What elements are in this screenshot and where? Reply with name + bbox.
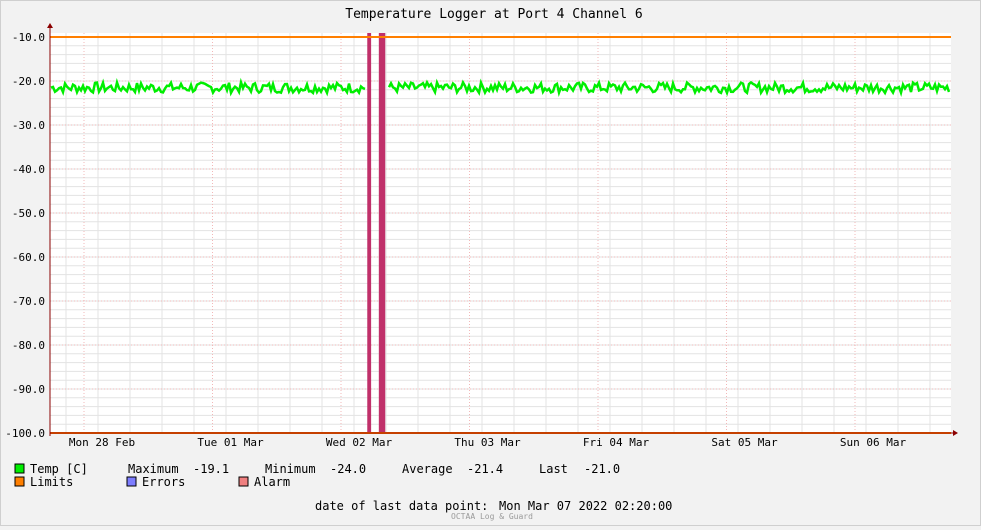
x-tick-label: Sun 06 Mar [840, 436, 907, 449]
x-axis-arrow [953, 430, 958, 436]
y-tick-label: -10.0 [12, 31, 45, 44]
y-tick-label: -90.0 [12, 383, 45, 396]
y-tick-label: -100.0 [5, 427, 45, 440]
y-tick-label: -80.0 [12, 339, 45, 352]
legend-errors-swatch [126, 476, 137, 487]
y-axis-arrow [47, 23, 53, 28]
stat-max-value: -19.1 [193, 462, 229, 476]
stat-min-value: -24.0 [330, 462, 366, 476]
alarm-band [378, 33, 386, 433]
last-data-point-label: date of last data point: [315, 499, 488, 513]
x-tick-label: Sat 05 Mar [711, 436, 778, 449]
x-tick-label: Mon 28 Feb [69, 436, 135, 449]
x-tick-label: Thu 03 Mar [454, 436, 521, 449]
legend-errors-label: Errors [142, 475, 185, 489]
y-tick-label: -30.0 [12, 119, 45, 132]
y-tick-label: -40.0 [12, 163, 45, 176]
legend-limits-swatch [14, 476, 25, 487]
stat-min-label: Minimum [265, 462, 316, 476]
temp-line [387, 78, 951, 98]
stat-avg-label: Average [402, 462, 453, 476]
legend-limits-label: Limits [30, 475, 73, 489]
x-tick-labels: Mon 28 Feb Tue 01 Mar Wed 02 Mar Thu 03 Mar… [69, 436, 907, 449]
legend-temp-swatch [14, 463, 25, 474]
x-tick-label: Fri 04 Mar [583, 436, 650, 449]
alarm-band [367, 33, 372, 433]
x-tick-label: Wed 02 Mar [326, 436, 393, 449]
temp-line [50, 77, 366, 97]
plot-area [50, 33, 951, 433]
alarm-bands [367, 33, 386, 433]
y-tick-labels: -10.0 -20.0 -30.0 -40.0 -50.0 -60.0 -70.0 -80.0… [5, 31, 45, 440]
legend-alarm-swatch [238, 476, 249, 487]
y-tick-label: -60.0 [12, 251, 45, 264]
temp-series [50, 77, 951, 98]
credit-text: OCTAA Log & Guard [451, 512, 533, 521]
legend-temp-label: Temp [C] [30, 462, 88, 476]
stat-avg-value: -21.4 [467, 462, 503, 476]
y-tick-label: -50.0 [12, 207, 45, 220]
legend-alarm-label: Alarm [254, 475, 290, 489]
y-tick-label: -70.0 [12, 295, 45, 308]
chart-title: Temperature Logger at Port 4 Channel 6 [345, 7, 642, 22]
stat-last-label: Last [539, 462, 568, 476]
y-tick-label: -20.0 [12, 75, 45, 88]
stat-last-value: -21.0 [584, 462, 620, 476]
stat-max-label: Maximum [128, 462, 179, 476]
x-tick-label: Tue 01 Mar [197, 436, 264, 449]
last-data-point-value: Mon Mar 07 2022 02:20:00 [499, 499, 672, 513]
